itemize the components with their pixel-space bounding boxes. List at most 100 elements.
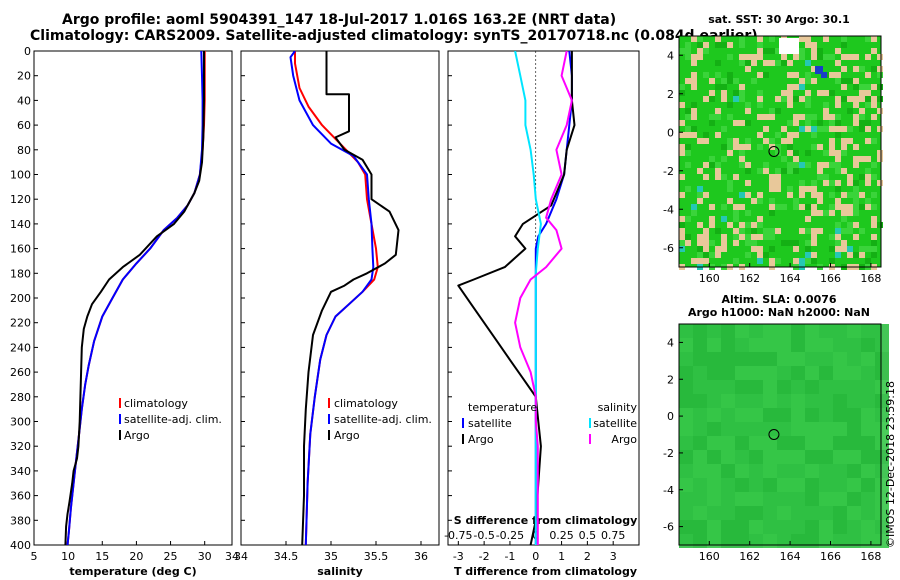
- sst-map-cell: [721, 234, 727, 240]
- sst-map-cell: [877, 72, 883, 78]
- sst-map-cell: [781, 204, 787, 210]
- sla-map-cell: [749, 366, 763, 380]
- sst-map-cell: [841, 66, 847, 72]
- sst-map-cell: [685, 42, 691, 48]
- sst-map-cell: [829, 246, 835, 252]
- sst-map-cell: [859, 246, 865, 252]
- sst-map-ytick-label: 0: [667, 126, 674, 139]
- sla-map-cell: [721, 534, 735, 548]
- sst-map-cell: [865, 84, 871, 90]
- sst-map-cell: [805, 90, 811, 96]
- sst-map-cell: [871, 246, 877, 252]
- sla-map-cell: [847, 352, 861, 366]
- depth-tick-label: 360: [10, 490, 31, 503]
- sla-map-cell: [805, 492, 819, 506]
- sst-map-cell: [823, 126, 829, 132]
- sla-map-cell: [819, 520, 833, 534]
- salinity-xtick-label: 34.5: [274, 550, 299, 563]
- sst-map-cell: [811, 180, 817, 186]
- sla-map-cell: [693, 394, 707, 408]
- sst-map-cell: [727, 72, 733, 78]
- temperature-legend-label: Argo: [124, 429, 150, 442]
- sst-map-cell: [821, 72, 827, 78]
- sla-map-xtick-label: 164: [780, 550, 801, 563]
- sst-map-cell: [709, 120, 715, 126]
- sst-map-cell: [715, 246, 721, 252]
- sla-map-cell: [707, 464, 721, 478]
- sla-map-cell: [749, 506, 763, 520]
- salinity-xtick-label: 36: [414, 550, 428, 563]
- sst-map-cell: [757, 96, 763, 102]
- sla-map-cell: [693, 478, 707, 492]
- sst-map-cell: [853, 156, 859, 162]
- sla-map-cell: [707, 506, 721, 520]
- sla-map-cell: [861, 422, 875, 436]
- sst-map-cell: [811, 48, 817, 54]
- sst-map-cell: [751, 234, 757, 240]
- sst-map-cell: [787, 192, 793, 198]
- sst-map-cell: [841, 84, 847, 90]
- sst-map-cell: [679, 84, 685, 90]
- sla-map-cell: [819, 450, 833, 464]
- sst-map-cell: [727, 138, 733, 144]
- depth-tick-label: 380: [10, 514, 31, 527]
- sla-map-cell: [735, 380, 749, 394]
- sla-map-cell: [735, 492, 749, 506]
- diff-series-s-argo: [514, 51, 573, 545]
- sst-map-cell: [805, 186, 811, 192]
- sst-map-cell: [781, 126, 787, 132]
- sla-map-xtick-label: 168: [860, 550, 881, 563]
- sst-map-cell: [793, 120, 799, 126]
- sla-map-cell: [735, 436, 749, 450]
- sst-map-cell: [715, 84, 721, 90]
- sst-map-cell: [853, 120, 859, 126]
- temperature-legend-label: climatology: [124, 397, 188, 410]
- sla-map-cell: [693, 324, 707, 338]
- sst-map-cell: [775, 168, 781, 174]
- sla-map-cell: [721, 464, 735, 478]
- sst-map-cell: [685, 114, 691, 120]
- sla-map-cell: [721, 436, 735, 450]
- sla-map-cell: [833, 324, 847, 338]
- sst-map-cell: [799, 54, 805, 60]
- sst-map-cell: [835, 234, 841, 240]
- sla-map-cell: [847, 492, 861, 506]
- sla-map-cell: [861, 380, 875, 394]
- sst-map-cell: [865, 180, 871, 186]
- sst-map-cell: [841, 138, 847, 144]
- sla-map-cell: [791, 324, 805, 338]
- sst-map-cell: [775, 150, 781, 156]
- sst-map-cell: [721, 78, 727, 84]
- sst-map-cell: [829, 72, 835, 78]
- salinity-legend-label: climatology: [334, 397, 398, 410]
- sst-map-cell: [703, 72, 709, 78]
- sst-map-cell: [769, 138, 775, 144]
- sst-map-cell: [805, 102, 811, 108]
- sst-map-cell: [781, 168, 787, 174]
- diff-xtick-label: 1: [558, 550, 565, 563]
- sla-map-cell: [777, 450, 791, 464]
- sla-map-cell: [791, 436, 805, 450]
- sst-map-cell: [769, 234, 775, 240]
- sst-map-cell: [733, 210, 739, 216]
- sst-map-cell: [823, 108, 829, 114]
- sst-map-cell: [679, 246, 685, 252]
- sst-map-cell: [841, 246, 847, 252]
- sla-map-cell: [805, 394, 819, 408]
- sst-map-cell: [703, 252, 709, 258]
- sst-map-cell: [739, 42, 745, 48]
- temperature-frame: [33, 50, 233, 546]
- sla-map-cell: [749, 534, 763, 548]
- sst-map-cell: [715, 60, 721, 66]
- sla-map-cell: [679, 394, 693, 408]
- sst-map-cell: [871, 174, 877, 180]
- sst-map-cell: [709, 162, 715, 168]
- sla-map-cell: [875, 422, 889, 436]
- sla-map-cell: [805, 422, 819, 436]
- sla-map-cell: [763, 338, 777, 352]
- sla-map-cell: [749, 394, 763, 408]
- sst-map-cell: [847, 192, 853, 198]
- sst-map-cell: [685, 144, 691, 150]
- sst-map-cell: [835, 240, 841, 246]
